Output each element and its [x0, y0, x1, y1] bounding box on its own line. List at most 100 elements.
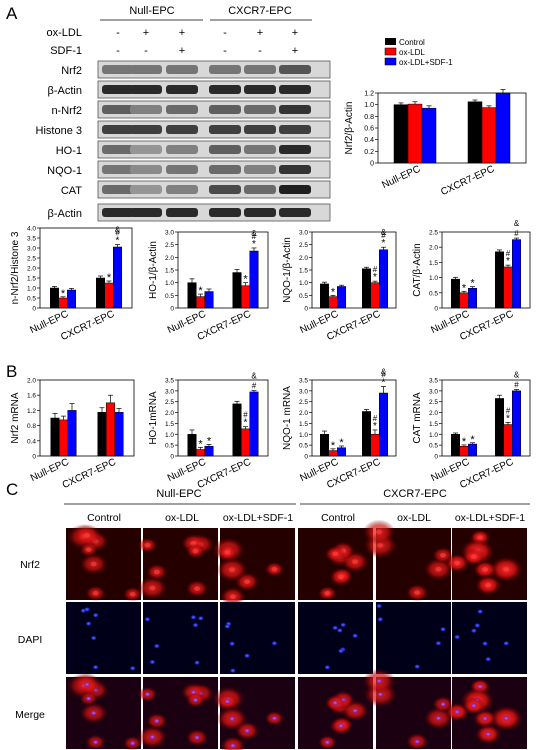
cell-nucleus: [337, 723, 345, 729]
bar-control-null-epc: [451, 278, 460, 309]
bar-ox-ldl-null-epc: [459, 292, 469, 309]
bar-ox-ldl-null-epc: [196, 449, 205, 457]
legend-swatch-oxldl: [384, 47, 397, 56]
cell-nucleus: [153, 569, 160, 575]
significance-mark: *: [207, 435, 212, 447]
bar-control-null-epc: [393, 104, 409, 164]
bar-ox-ldl-null-epc: [407, 103, 423, 164]
cell-nucleus: [414, 738, 421, 745]
y-tick-label: 1.5: [429, 421, 438, 428]
significance-mark: *: [116, 236, 120, 247]
chart-nrf2: 0 0.2 0.4 0.6 0.8 1.0 1.2 Nrf2/β-Actin Null-EPC C…: [344, 89, 527, 198]
cell-nucleus: [243, 653, 251, 659]
y-tick-label: 2.5: [299, 242, 308, 249]
significance-mark: *: [243, 274, 248, 286]
if-image: [376, 602, 451, 674]
significance-mark: &: [514, 371, 520, 380]
bar-ox-ldl-sdf-1-null-epc: [67, 289, 76, 309]
significance-mark: *: [382, 238, 386, 249]
blot-label-cat-6: CAT: [61, 185, 82, 197]
cell-nucleus: [84, 533, 91, 538]
y-tick-label: 3.0: [299, 388, 308, 395]
blot-band: [209, 105, 241, 114]
blot-band: [279, 125, 311, 134]
bar-control-null-epc: [320, 434, 329, 457]
if-image: [452, 602, 527, 674]
cell-nucleus: [129, 665, 136, 671]
significance-mark: *: [61, 288, 66, 300]
if-image-grid: [66, 519, 527, 750]
blot-band: [102, 105, 134, 114]
y-tick-label: 0.8: [364, 114, 374, 121]
cell-nucleus: [376, 529, 383, 535]
cell-nucleus: [153, 643, 161, 649]
blot-band: [279, 145, 311, 154]
bar-control-cxcr7-epc: [232, 403, 242, 457]
cell-nucleus: [90, 635, 97, 641]
treatment-sign: -: [223, 27, 227, 39]
y-tick-label: 1.0: [429, 275, 438, 282]
chart-frame: [39, 379, 135, 457]
if-row-label-nrf2: Nrf2: [20, 559, 40, 571]
blot-band: [166, 208, 198, 217]
significance-mark: *: [252, 239, 256, 250]
cell-nucleus: [332, 551, 339, 557]
treatment-sign: -: [223, 45, 227, 57]
chart-frame: [311, 379, 397, 457]
blot-band: [244, 65, 276, 74]
cell-nucleus: [228, 716, 236, 722]
y-tick-label: 1.5: [27, 276, 36, 283]
y-tick-label: 2.0: [165, 410, 174, 417]
cell-nucleus: [324, 664, 331, 670]
y-tick-label: 0: [434, 306, 438, 313]
blot-band: [166, 185, 198, 194]
cell-nucleus: [224, 550, 231, 555]
significance-mark: #: [506, 249, 511, 258]
cell-nucleus: [85, 621, 92, 627]
significance-mark: *: [506, 256, 510, 267]
bar-ox-ldl-sdf-1-cxcr7-epc: [249, 391, 259, 457]
bar-ox-ldl-sdf-1-null-epc: [204, 291, 214, 309]
blot-band: [166, 105, 198, 114]
cell-nucleus: [92, 612, 99, 618]
cell-nucleus: [149, 734, 156, 740]
blot-band: [130, 105, 162, 114]
y-tick-label: 0.4: [27, 438, 36, 445]
bar-ox-ldl-cxcr7-epc: [370, 282, 380, 309]
cell-nucleus: [331, 700, 339, 706]
significance-mark: #: [373, 265, 378, 274]
bar-control-cxcr7-epc: [362, 411, 371, 457]
blot-band: [244, 208, 276, 217]
significance-mark: &: [381, 368, 387, 377]
bar-control-cxcr7-epc: [467, 101, 483, 164]
significance-mark: *: [198, 285, 203, 297]
blot-band: [244, 125, 276, 134]
y-tick-label: 4.0: [27, 226, 36, 233]
category-label-null-epc: Null-EPC: [380, 164, 422, 191]
significance-mark: #: [506, 406, 511, 415]
cell-nucleus: [440, 552, 447, 558]
cell-nucleus: [192, 548, 199, 554]
bar-control-cxcr7-epc: [495, 251, 504, 309]
cell-nucleus: [414, 590, 421, 595]
bar-ox-ldl-sdf-1-cxcr7-epc: [379, 392, 388, 457]
bar-ox-ldl-sdf-1-null-epc: [204, 445, 214, 457]
chart-nnrf2: 0 0.5 1.0 1.5 2.0 2.5 3.0 3.5 4.0 n-Nrf2/Histone …: [10, 226, 133, 343]
blot-band: [244, 145, 276, 154]
cell-nucleus: [193, 659, 201, 666]
y-tick-label: 1.0: [429, 432, 438, 439]
bar-ox-ldl-null-epc: [59, 419, 68, 457]
y-tick-label: 1.5: [165, 421, 174, 428]
y-tick-label: 1.0: [165, 432, 174, 439]
significance-mark: *: [331, 440, 336, 452]
y-axis-label: CAT/β-Actin: [412, 243, 423, 296]
cell-nucleus: [129, 740, 136, 746]
significance-mark: *: [382, 378, 386, 389]
cell-nucleus: [375, 603, 383, 609]
significance-mark: *: [470, 434, 475, 446]
blot-band: [279, 85, 311, 94]
blot-band: [102, 165, 134, 174]
bar-ox-ldl-sdf-1-null-epc: [421, 107, 437, 164]
if-row-label-merge: Merge: [15, 709, 45, 721]
